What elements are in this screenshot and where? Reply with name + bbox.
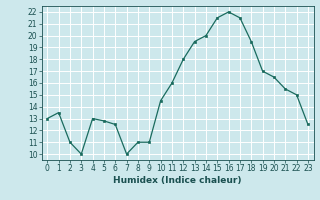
X-axis label: Humidex (Indice chaleur): Humidex (Indice chaleur): [113, 176, 242, 185]
